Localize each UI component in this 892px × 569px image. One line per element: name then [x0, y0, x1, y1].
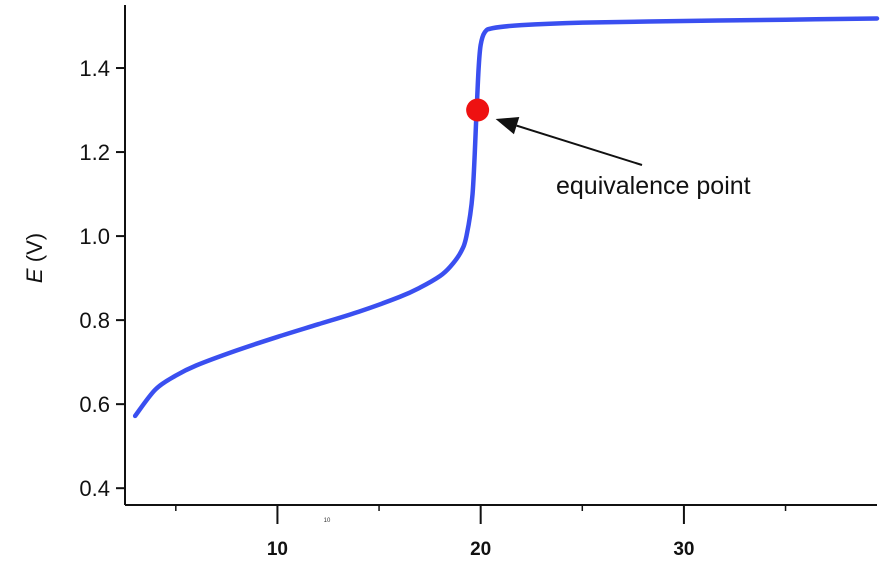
y-axis-title-unit: (V) [22, 233, 47, 268]
series-line [132, 16, 880, 419]
y-tick-label: 1.0 [79, 224, 110, 249]
y-tick-label: 0.4 [79, 476, 110, 501]
x-tick-label: 30 [673, 539, 694, 560]
annotation-arrow-shaft [516, 124, 643, 166]
y-ticks: 0.4 0.6 0.8 1.0 1.2 1.4 [79, 56, 125, 501]
x-small-label: 10 [324, 518, 331, 524]
y-tick-label: 0.8 [79, 308, 110, 333]
y-axis-title: E (V) [22, 233, 47, 283]
y-tick-label: 1.2 [79, 140, 110, 165]
x-ticks: 10 20 30 [175, 505, 787, 560]
x-tick-label: 20 [470, 539, 491, 560]
annotation-layer: equivalence point [495, 117, 751, 200]
x-tick-label: 10 [267, 539, 288, 560]
points [466, 98, 490, 122]
y-axis-title-symbol: E [22, 268, 47, 283]
y-tick-label: 0.6 [79, 392, 110, 417]
annotation-arrow-head [495, 117, 520, 135]
axes [124, 5, 877, 506]
annotation-label: equivalence point [556, 172, 751, 200]
y-tick-label: 1.4 [79, 56, 110, 81]
equivalence-point-marker [466, 98, 490, 122]
